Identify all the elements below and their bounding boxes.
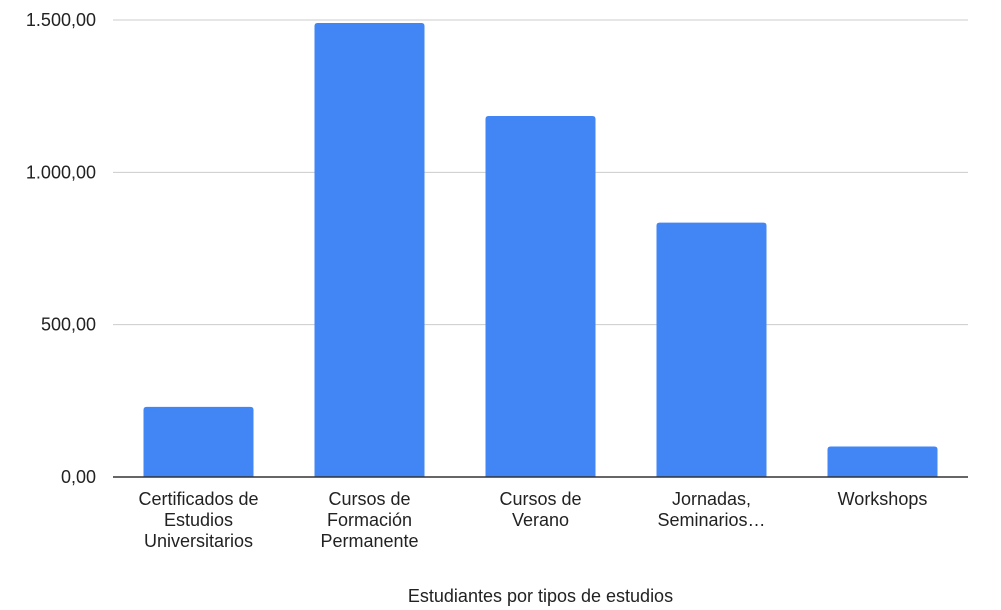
x-tick-label-line: Workshops xyxy=(838,489,928,509)
x-tick-label-line: Jornadas, xyxy=(672,489,751,509)
bar xyxy=(485,115,596,477)
x-axis-categories: Certificados de Estudios Universitarios Cur… xyxy=(138,489,927,551)
x-tick-label: Cursos de Formación Permanente xyxy=(320,489,418,551)
x-tick-label-line: Estudios xyxy=(164,510,233,530)
bar xyxy=(827,446,938,477)
x-axis-title: Estudiantes por tipos de estudios xyxy=(408,586,673,606)
bar xyxy=(143,406,254,477)
x-tick-label-line: Cursos de xyxy=(328,489,410,509)
bar xyxy=(656,222,767,477)
x-tick-label: Workshops xyxy=(838,489,928,509)
bar xyxy=(314,23,425,478)
x-tick-label: Jornadas, Seminarios… xyxy=(657,489,765,530)
x-tick-label-line: Cursos de xyxy=(499,489,581,509)
y-axis-ticks: 0,00 500,00 1.000,00 1.500,00 xyxy=(26,10,96,487)
y-tick-label: 1.000,00 xyxy=(26,162,96,182)
y-tick-label: 1.500,00 xyxy=(26,10,96,30)
y-tick-label: 0,00 xyxy=(61,467,96,487)
y-tick-label: 500,00 xyxy=(41,315,96,335)
x-tick-label-line: Formación xyxy=(327,510,412,530)
x-tick-label-line: Permanente xyxy=(320,531,418,551)
x-tick-label-line: Seminarios… xyxy=(657,510,765,530)
x-tick-label: Certificados de Estudios Universitarios xyxy=(138,489,258,551)
bars xyxy=(143,23,938,478)
x-tick-label-line: Universitarios xyxy=(144,531,253,551)
x-tick-label-line: Verano xyxy=(512,510,569,530)
x-tick-label: Cursos de Verano xyxy=(499,489,581,530)
x-tick-label-line: Certificados de xyxy=(138,489,258,509)
